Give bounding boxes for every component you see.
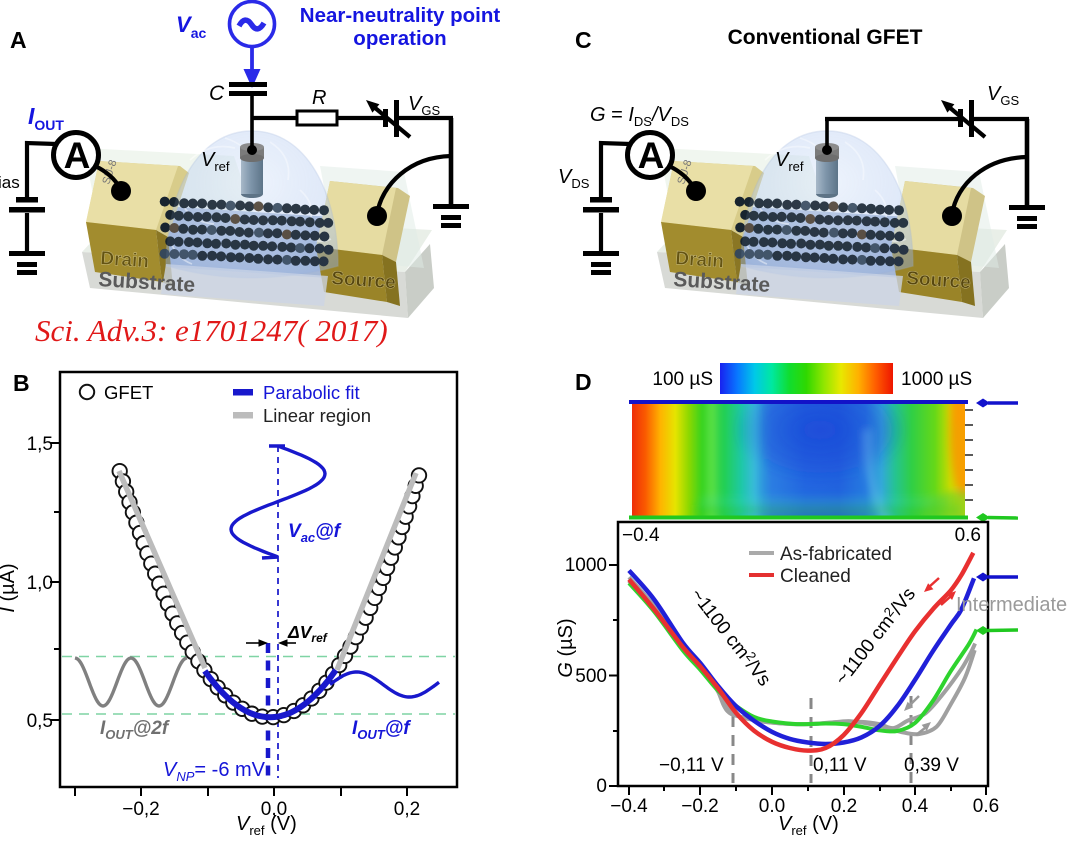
svg-text:Cleaned: Cleaned (780, 566, 851, 587)
svg-text:100 µS: 100 µS (652, 369, 713, 390)
svg-text:−0.4: −0.4 (622, 525, 660, 546)
svg-text:1,0: 1,0 (27, 573, 53, 594)
svg-text:Sci. Adv.3: e1701247( 2017): Sci. Adv.3: e1701247( 2017) (35, 313, 388, 348)
svg-text:D: D (575, 369, 592, 395)
svg-text:0.4: 0.4 (902, 796, 929, 817)
svg-text:0,2: 0,2 (394, 799, 420, 820)
svg-text:Vref (V): Vref (V) (236, 813, 297, 838)
svg-text:R: R (312, 87, 326, 109)
svg-text:ias: ias (0, 173, 20, 192)
svg-text:−0.4: −0.4 (610, 796, 648, 817)
svg-text:Parabolic fit: Parabolic fit (263, 382, 360, 403)
svg-text:VNP= -6 mV: VNP= -6 mV (163, 759, 266, 784)
svg-text:B: B (13, 370, 30, 396)
svg-text:0.6: 0.6 (973, 796, 999, 817)
svg-text:GFET: GFET (104, 382, 153, 403)
svg-text:A: A (10, 27, 27, 53)
svg-text:1,5: 1,5 (27, 434, 53, 455)
svg-text:1000: 1000 (565, 555, 607, 576)
svg-text:Linear region: Linear region (263, 405, 371, 426)
svg-text:Near-neutrality point: Near-neutrality point (300, 4, 501, 27)
svg-text:Conventional GFET: Conventional GFET (728, 26, 923, 49)
svg-text:−0.2: −0.2 (681, 796, 719, 817)
svg-text:1000 µS: 1000 µS (901, 369, 972, 390)
svg-text:Vref (V): Vref (V) (778, 813, 839, 838)
svg-text:0,5: 0,5 (27, 711, 53, 732)
svg-text:−0,2: −0,2 (122, 799, 160, 820)
svg-text:−0,11 V: −0,11 V (659, 755, 724, 776)
svg-text:C: C (209, 82, 225, 105)
svg-text:G (µS): G (µS) (555, 618, 577, 677)
svg-text:Vac@f: Vac@f (288, 521, 342, 545)
svg-text:0.0: 0.0 (759, 796, 785, 817)
svg-text:500: 500 (575, 666, 607, 687)
svg-text:C: C (575, 27, 592, 53)
svg-text:A: A (64, 135, 91, 176)
svg-text:0.2: 0.2 (831, 796, 857, 817)
svg-text:operation: operation (353, 27, 446, 50)
svg-text:I (µA): I (µA) (0, 563, 19, 612)
svg-text:As-fabricated: As-fabricated (780, 544, 892, 565)
svg-text:0,11 V: 0,11 V (813, 755, 867, 776)
svg-text:Intermediate: Intermediate (956, 594, 1067, 616)
svg-text:IOUT@f: IOUT@f (352, 718, 411, 742)
svg-text:0,39 V: 0,39 V (904, 755, 959, 776)
svg-text:0,0: 0,0 (261, 799, 287, 820)
svg-text:0: 0 (596, 776, 607, 797)
svg-text:A: A (638, 135, 665, 176)
svg-text:0.6: 0.6 (955, 525, 981, 546)
